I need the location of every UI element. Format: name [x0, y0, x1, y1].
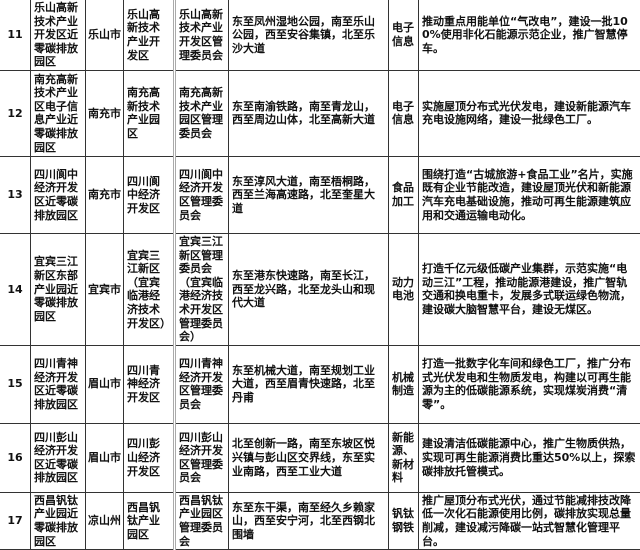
- boundary-cell: 东至港东快速路，南至长江，西至龙兴路，北至龙头山和现代大道: [229, 233, 389, 345]
- city-cell: 宜宾市: [86, 233, 124, 345]
- boundary-cell: 北至创新一路，南至东坡区悦兴镇与彭山区交界线，东至实业南路，西至工业大道: [229, 423, 389, 492]
- industry-cell: 钒钛钢铁: [389, 492, 419, 549]
- measures-cell: 打造千亿元级低碳产业集群，示范实施“电动三江”工程，推动能源港建设，推广智轨交通…: [419, 233, 640, 345]
- admin-body-cell: 乐山高新技术产业开发区管理委员会: [175, 0, 229, 70]
- row-number-cell: 17: [0, 492, 31, 549]
- measures-cell: 建设清洁低碳能源中心，推广生物质供热，实现可再生能源消费比重达50%以上，探索碳…: [419, 423, 640, 492]
- industry-cell: 电子信息: [389, 0, 419, 70]
- industry-cell: 动力电池: [389, 233, 419, 345]
- admin-body-cell: 四川青神经济开发区管理委员会: [175, 345, 229, 423]
- row-number-cell: 16: [0, 423, 31, 492]
- admin-body-cell: 四川阆中经济开发区管理委员会: [175, 156, 229, 233]
- park-name-cell: 宜宾三江新区东部产业园近零碳排放园区: [31, 233, 86, 345]
- row-number-cell: 15: [0, 345, 31, 423]
- industry-cell: 电子信息: [389, 70, 419, 156]
- boundary-cell: 东至南渝铁路，南至青龙山，西至周边山体，北至高新大道: [229, 70, 389, 156]
- carrier-zone-cell: 西昌钒钛产业园区: [124, 492, 175, 549]
- park-name-cell: 四川青神经济开发区近零碳排放园区: [31, 345, 86, 423]
- industry-cell: 食品加工: [389, 156, 419, 233]
- row-number-cell: 12: [0, 70, 31, 156]
- boundary-cell: 东至凤州湿地公园，南至乐山公园，西至安谷集镇，北至乐沙大道: [229, 0, 389, 70]
- boundary-cell: 东至机械大道，南至规划工业大道，西至眉青快速路，北至丹甫: [229, 345, 389, 423]
- city-cell: 凉山州: [86, 492, 124, 549]
- carrier-zone-cell: 南充高新技术产业园区: [124, 70, 175, 156]
- carrier-zone-cell: 宜宾三江新区（宜宾临港经济技术开发区）: [124, 233, 175, 345]
- measures-cell: 推动重点用能单位“气改电”，建设一批100%使用非化石能源示范企业，推广智慧停车…: [419, 0, 640, 70]
- admin-body-cell: 四川彭山经济开发区管理委员会: [175, 423, 229, 492]
- measures-cell: 打造一批数字化车间和绿色工厂，推广分布式光伏发电和生物质发电，构建以可再生能源为…: [419, 345, 640, 423]
- carrier-zone-cell: 四川阆中经济开发区: [124, 156, 175, 233]
- measures-cell: 实施屋顶分布式光伏发电，建设新能源汽车充电设施网络，建设一批绿色工厂。: [419, 70, 640, 156]
- admin-body-cell: 南充高新技术产业园区管理委员会: [175, 70, 229, 156]
- admin-body-cell: 宜宾三江新区管理委员会（宜宾临港经济技术开发区管理委员会）: [175, 233, 229, 345]
- park-name-cell: 乐山高新技术产业开发区近零碳排放园区: [31, 0, 86, 70]
- boundary-cell: 东至东干渠，南至经久乡赖家山，西至安宁河，北至西钢北围墙: [229, 492, 389, 549]
- city-cell: 眉山市: [86, 423, 124, 492]
- row-number-cell: 11: [0, 0, 31, 70]
- measures-cell: 围绕打造“古城旅游+食品工业”名片，实施既有企业节能改造，建设屋顶光伏和新能源汽…: [419, 156, 640, 233]
- park-name-cell: 南充高新技术产业区电子信息产业近零碳排放园区: [31, 70, 86, 156]
- city-cell: 南充市: [86, 156, 124, 233]
- carrier-zone-cell: 乐山高新技术产业开发区: [124, 0, 175, 70]
- carrier-zone-cell: 四川彭山经济开发区: [124, 423, 175, 492]
- boundary-cell: 东至淳风大道，南至梧桐路，西至兰海高速路，北至奎星大道: [229, 156, 389, 233]
- industry-cell: 机械制造: [389, 345, 419, 423]
- city-cell: 眉山市: [86, 345, 124, 423]
- city-cell: 南充市: [86, 70, 124, 156]
- admin-body-cell: 西昌钒钛产业园区管理委员会: [175, 492, 229, 549]
- measures-cell: 推广屋顶分布式光伏，通过节能减排技改降低一次化石能源使用比例，碳排放实现总量削减…: [419, 492, 640, 549]
- park-name-cell: 四川彭山经济开发区近零碳排放园区: [31, 423, 86, 492]
- park-name-cell: 四川阆中经济开发区近零碳排放园区: [31, 156, 86, 233]
- row-number-cell: 14: [0, 233, 31, 345]
- park-name-cell: 西昌钒钛产业园近零碳排放园区: [31, 492, 86, 549]
- row-number-cell: 13: [0, 156, 31, 233]
- industry-cell: 新能源、新材料: [389, 423, 419, 492]
- city-cell: 乐山市: [86, 0, 124, 70]
- carrier-zone-cell: 四川青神经济开发区: [124, 345, 175, 423]
